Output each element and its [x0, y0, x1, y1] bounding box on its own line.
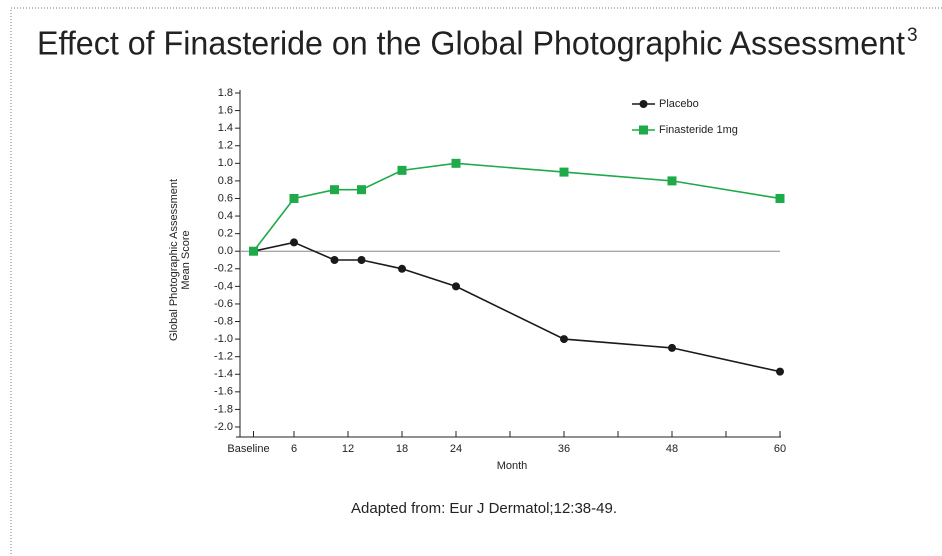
x-tick-label: 24 — [450, 443, 462, 455]
y-tick-label: -1.6 — [214, 386, 233, 398]
y-axis-label: Mean Score — [180, 230, 192, 289]
y-tick-label: -0.2 — [214, 263, 233, 275]
y-tick-label: 1.2 — [218, 140, 233, 152]
legend-label: Finasteride 1mg — [659, 124, 738, 136]
y-tick-label: 0.2 — [218, 228, 233, 240]
y-tick-label: -1.2 — [214, 351, 233, 363]
y-tick-label: -2.0 — [214, 421, 233, 433]
y-tick-label: 1.6 — [218, 104, 233, 116]
marker — [452, 282, 460, 291]
footnote: Adapted from: Eur J Dermatol;12:38-49. — [351, 500, 617, 517]
y-tick-label: 0.8 — [218, 175, 233, 187]
y-tick-label: -1.4 — [214, 368, 233, 380]
marker — [667, 176, 677, 186]
x-tick-label: 12 — [342, 443, 354, 455]
marker — [289, 193, 299, 203]
marker — [775, 193, 785, 203]
x-tick-label: Baseline — [227, 443, 269, 455]
y-tick-label: 0.0 — [218, 245, 233, 257]
marker — [776, 367, 784, 376]
y-tick-label: 1.8 — [218, 87, 233, 99]
marker — [668, 343, 676, 352]
marker — [357, 256, 366, 264]
x-tick-label: 60 — [774, 443, 786, 455]
x-tick-label: 18 — [396, 443, 408, 455]
marker — [451, 158, 461, 168]
y-tick-label: 0.6 — [218, 192, 233, 204]
y-tick-label: -0.4 — [214, 280, 233, 292]
slide-border — [10, 7, 942, 556]
marker — [330, 256, 339, 264]
y-tick-label: 1.4 — [218, 122, 233, 134]
marker — [559, 167, 569, 177]
marker — [397, 165, 407, 175]
y-axis-label: Global Photographic Assessment — [168, 179, 180, 341]
marker — [357, 185, 366, 195]
x-axis-label: Month — [497, 460, 528, 472]
marker — [398, 264, 406, 273]
legend-label: Placebo — [659, 98, 699, 110]
y-tick-label: -1.8 — [214, 403, 233, 415]
marker — [330, 185, 339, 195]
series-line — [252, 162, 781, 252]
y-tick-label: -0.6 — [214, 298, 233, 310]
legend-marker — [639, 125, 648, 135]
y-tick-label: 0.4 — [218, 210, 233, 222]
x-tick-label: 36 — [558, 443, 570, 455]
x-tick-label: 48 — [666, 443, 678, 455]
y-tick-label: -1.0 — [214, 333, 233, 345]
marker — [290, 238, 298, 247]
marker — [560, 335, 568, 344]
y-tick-label: 1.0 — [218, 157, 233, 169]
y-tick-label: -0.8 — [214, 315, 233, 327]
x-tick-label: 6 — [291, 443, 297, 455]
chart-title: Effect of Finasteride on the Global Phot… — [37, 25, 905, 62]
marker — [249, 246, 258, 256]
legend-marker — [639, 100, 648, 108]
title-superscript: 3 — [907, 25, 918, 46]
